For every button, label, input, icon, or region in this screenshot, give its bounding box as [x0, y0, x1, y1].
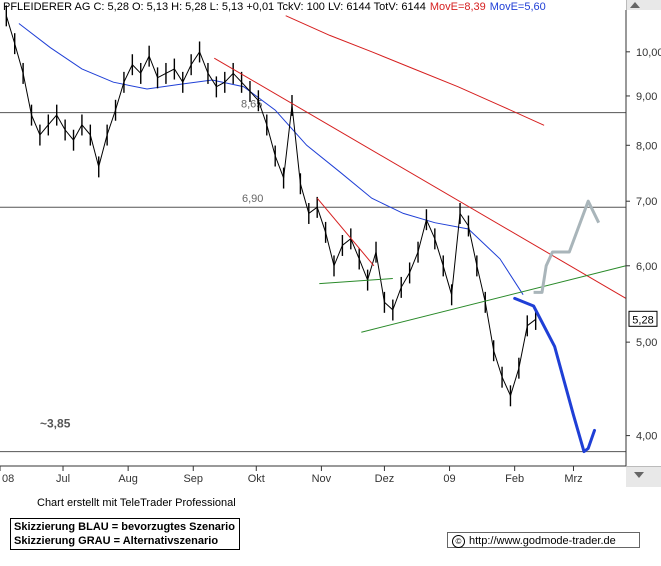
triangle-bottom-line [319, 278, 393, 285]
x-tick-label: 09 [443, 473, 455, 485]
movee-long-value: MovE=8,39 [429, 1, 486, 13]
x-tick-layer: 08 Jul Aug Sep Okt Nov Dez 09 Feb Mrz [0, 466, 583, 485]
x-tick-label: Mrz [564, 473, 582, 485]
support-3-85-label: ~3,85 [40, 417, 71, 431]
y-tick-label: 10,00 [636, 47, 661, 59]
x-tick-label: 08 [2, 473, 14, 485]
resistance-6-90-label: 6,90 [242, 193, 263, 205]
last-price-label: 5,28 [632, 314, 653, 326]
legend-blue-scenario: Skizzierung BLAU = bevorzugtes Szenario [14, 521, 235, 533]
source-url[interactable]: http://www.godmode-trader.de [469, 535, 616, 547]
movee-short-value: MovE=5,60 [489, 1, 546, 13]
last-price-tag: 5,28 [628, 310, 658, 327]
scenario-legend: Skizzierung BLAU = bevorzugtes Szenario … [10, 518, 240, 550]
plot-area [0, 10, 626, 466]
scenario-layer [513, 199, 601, 454]
y-tick-label: 9,00 [636, 91, 657, 103]
y-tick-label: 6,00 [636, 261, 657, 273]
chart-credit: Chart erstellt mit TeleTrader Profession… [37, 497, 236, 509]
y-tick-label: 7,00 [636, 196, 657, 208]
x-tick-label: Okt [248, 473, 265, 485]
trend-layer [214, 57, 627, 333]
last-price-box [628, 310, 658, 327]
x-tick-label: Sep [183, 473, 203, 485]
y-tick-label: 8,00 [636, 140, 657, 152]
series-layer [18, 15, 545, 295]
x-tick-label: Dez [375, 473, 395, 485]
level-layer: 8,65 6,90 ~3,85 [0, 99, 626, 453]
x-tick-label: Nov [312, 473, 332, 485]
moving-average-2 [285, 15, 545, 126]
blue-scenario-path [513, 296, 596, 454]
scroll-down-icon[interactable] [634, 472, 644, 478]
y-tick-label: 4,00 [636, 431, 657, 443]
price-layer [5, 5, 537, 407]
source-url-box[interactable]: © http://www.godmode-trader.de [447, 532, 640, 548]
price-line [5, 15, 537, 398]
y-tick-label: 5,00 [636, 337, 657, 349]
quote-info-bar: PFLEIDERER AG C: 5,28 O: 5,13 H: 5,28 L:… [3, 1, 546, 13]
top-scrollbar[interactable] [626, 0, 661, 10]
copyright-icon: © [452, 534, 465, 548]
x-tick-label: Aug [118, 473, 138, 485]
quote-info: PFLEIDERER AG C: 5,28 O: 5,13 H: 5,28 L:… [3, 1, 426, 13]
scroll-up-icon[interactable] [630, 2, 640, 8]
x-tick-label: Feb [505, 473, 524, 485]
x-tick-label: Jul [56, 473, 70, 485]
downtrend-line [214, 57, 627, 299]
moving-average-1 [18, 23, 524, 295]
uptrend-line [361, 265, 627, 333]
grey-scenario-path [533, 199, 601, 294]
resistance-8-65-label: 8,65 [241, 99, 262, 111]
y-tick-layer: 10,00 9,00 8,00 7,00 6,00 5,00 4,00 [626, 47, 661, 443]
short-downtrend-line [316, 197, 375, 267]
legend-grey-scenario: Skizzierung GRAU = Alternativszenario [14, 535, 219, 547]
